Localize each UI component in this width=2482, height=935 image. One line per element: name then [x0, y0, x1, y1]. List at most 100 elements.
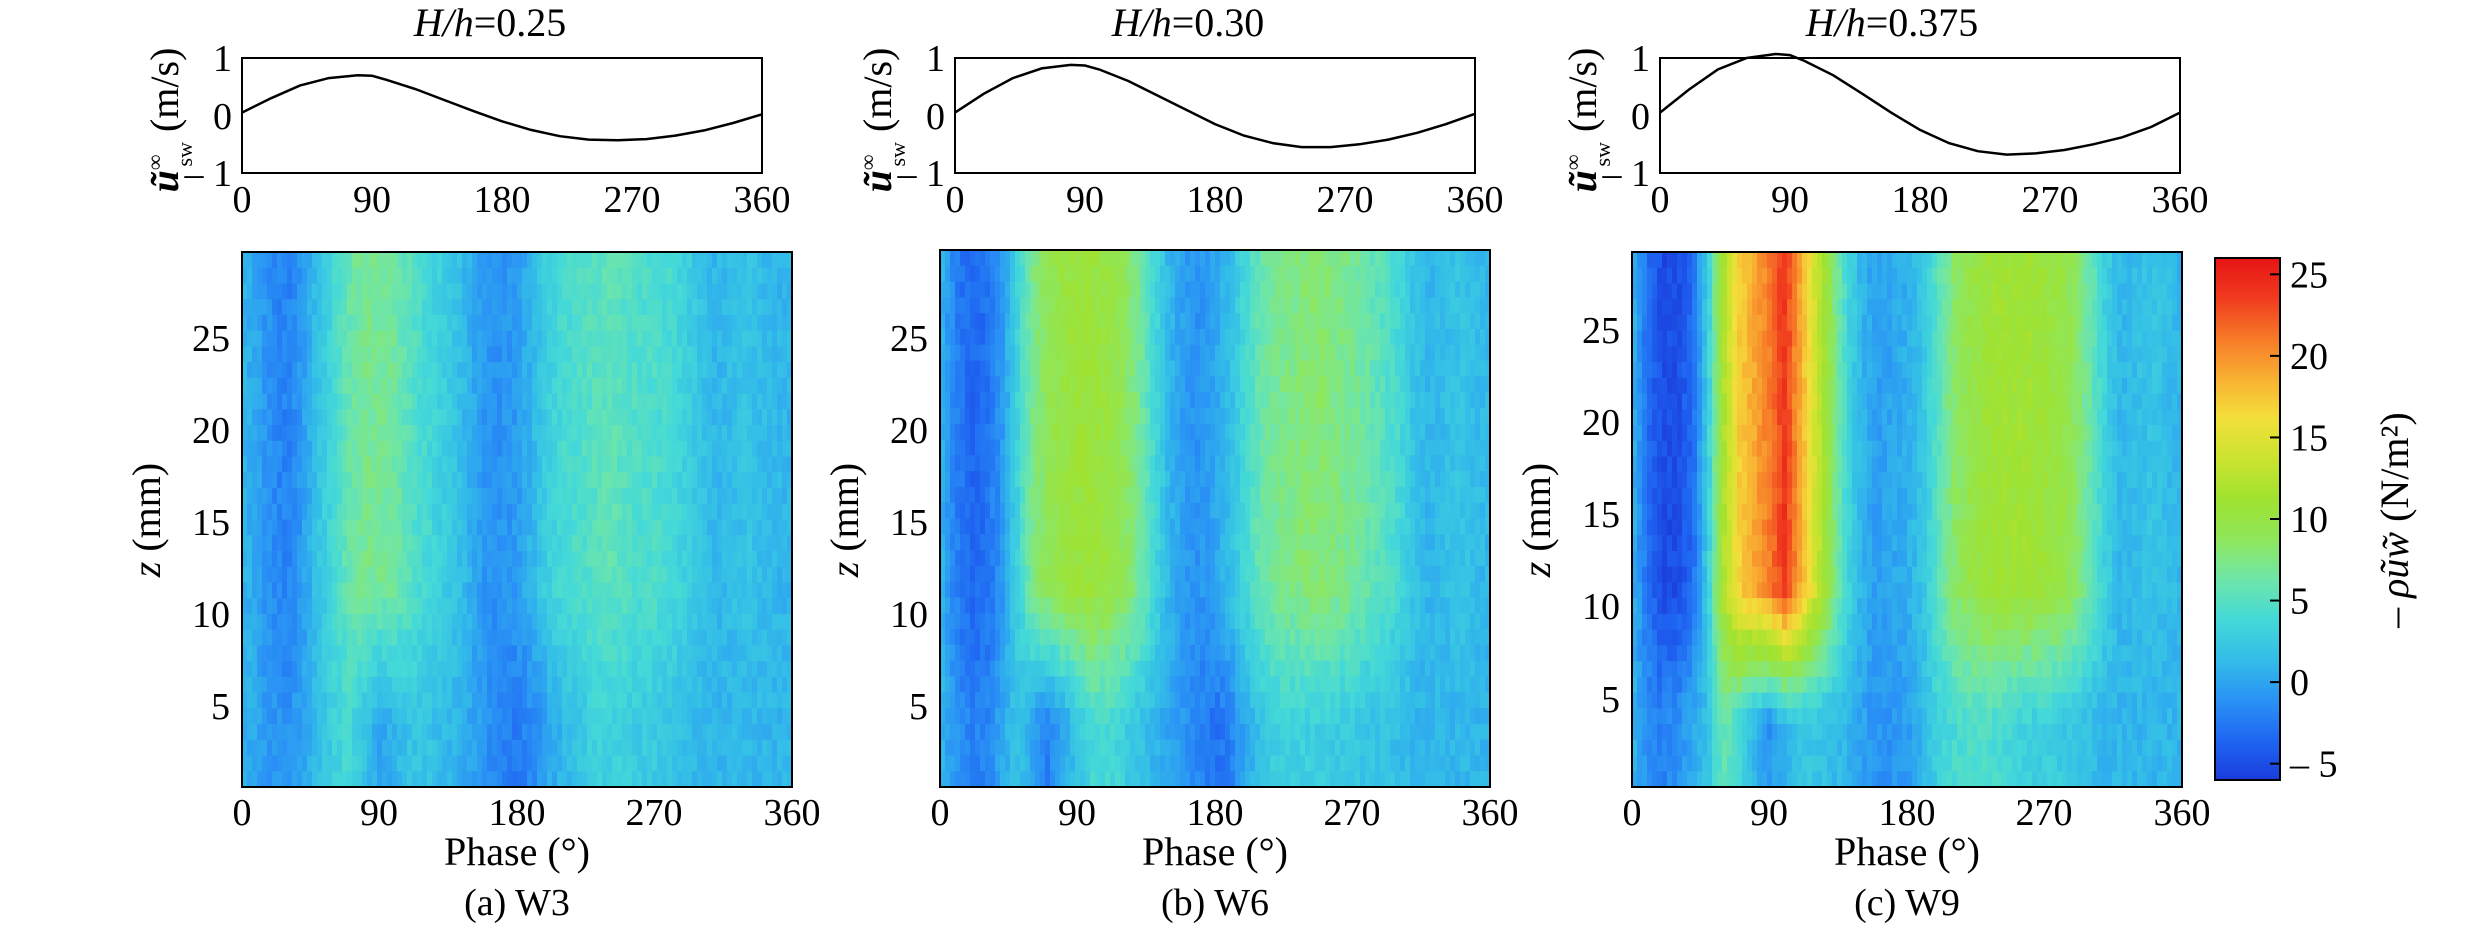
heatmap-cell: [1290, 281, 1296, 298]
heatmap-cell: [577, 582, 583, 599]
heatmap-cell: [692, 393, 698, 410]
heatmap-cell: [252, 645, 258, 662]
heatmap-cell: [657, 771, 663, 788]
heatmap-cell: [1250, 265, 1256, 283]
heatmap-cell: [1390, 281, 1396, 298]
heatmap-cell: [307, 299, 313, 316]
heatmap-cell: [702, 440, 708, 458]
heatmap-cell: [382, 629, 388, 646]
heatmap-cell: [767, 629, 773, 646]
heatmap-cell: [247, 267, 253, 285]
heatmap-cell: [687, 299, 693, 316]
heatmap-cell: [632, 661, 638, 678]
heatmap-cell: [1010, 360, 1016, 377]
heatmap-cell: [392, 582, 398, 599]
heatmap-cell: [1385, 250, 1391, 267]
title-var: H/h: [413, 0, 474, 45]
heatmap-cell: [597, 692, 603, 709]
heatmap-cell: [277, 771, 283, 788]
heatmap-cell: [482, 456, 488, 473]
heatmap-cell: [607, 346, 613, 363]
heatmap-cell: [1385, 376, 1391, 393]
heatmap-cell: [507, 393, 513, 410]
heatmap-cell: [1405, 250, 1411, 267]
heatmap-cell: [547, 645, 553, 662]
heatmap-cell: [422, 739, 428, 757]
heatmap-cell: [1445, 250, 1451, 267]
heatmap-cell: [722, 346, 728, 363]
heatmap-cell: [592, 472, 598, 489]
heatmap-cell: [457, 377, 463, 395]
heatmap-cell: [547, 692, 553, 709]
heatmap-cell: [362, 676, 368, 694]
heatmap-cell: [562, 724, 568, 741]
heatmap-cell: [1265, 250, 1271, 267]
heatmap-cell: [1230, 344, 1236, 362]
heatmap-cell: [357, 488, 363, 505]
heatmap-cell: [362, 409, 368, 426]
heatmap-cell: [287, 267, 293, 285]
heatmap-cell: [632, 582, 638, 599]
heatmap-cell: [707, 739, 713, 757]
heatmap-cell: [637, 771, 643, 788]
heatmap-cell: [262, 535, 268, 552]
heatmap-cell: [1480, 265, 1486, 283]
heatmap-cell: [457, 393, 463, 410]
heatmap-cell: [312, 739, 318, 757]
heatmap-cell: [432, 283, 438, 300]
heatmap-cell: [1215, 360, 1221, 377]
heatmap-cell: [727, 535, 733, 552]
heatmap-cell: [522, 692, 528, 709]
heatmap-cell: [522, 346, 528, 363]
heatmap-cell: [782, 676, 788, 694]
heatmap-cell: [642, 661, 648, 678]
heatmap-cell: [1135, 392, 1141, 409]
heatmap-cell: [1305, 281, 1311, 298]
heatmap-cell: [702, 661, 708, 678]
heatmap-cell: [557, 283, 563, 300]
heatmap-cell: [1180, 376, 1186, 393]
heatmap-cell: [642, 755, 648, 772]
heatmap-cell: [487, 598, 493, 615]
heatmap-cell: [502, 519, 508, 536]
heatmap-cell: [527, 566, 533, 584]
heatmap-cell: [597, 519, 603, 536]
heatmap-cell: [362, 519, 368, 536]
heatmap-cell: [422, 409, 428, 426]
heatmap-cell: [392, 393, 398, 410]
heatmap-cell: [557, 519, 563, 536]
heatmap-cell: [407, 535, 413, 552]
heatmap-cell: [242, 739, 248, 757]
heatmap-cell: [1050, 392, 1056, 409]
heatmap-cell: [392, 598, 398, 615]
heatmap-cell: [277, 519, 283, 536]
heatmap-cell: [1415, 297, 1421, 314]
heatmap-cell: [567, 724, 573, 741]
heatmap-cell: [287, 346, 293, 363]
heatmap-cell: [332, 440, 338, 458]
heatmap-cell: [532, 440, 538, 458]
heatmap-cell: [687, 582, 693, 599]
heatmap-cell: [692, 425, 698, 442]
heatmap-cell: [297, 299, 303, 316]
heatmap-cell: [772, 440, 778, 458]
heatmap-cell: [382, 346, 388, 363]
heatmap-cell: [1185, 344, 1191, 362]
heatmap-cell: [1465, 297, 1471, 314]
heatmap-cell: [742, 676, 748, 694]
heatmap-cell: [742, 755, 748, 772]
heatmap-cell: [437, 425, 443, 442]
heatmap-cell: [662, 724, 668, 741]
heatmap-cell: [592, 582, 598, 599]
heatmap-cell: [732, 456, 738, 473]
heatmap-cell: [1325, 328, 1331, 346]
heatmap-cell: [252, 582, 258, 599]
heatmap-cell: [782, 661, 788, 678]
heatmap-cell: [617, 535, 623, 552]
heatmap-cell: [497, 724, 503, 741]
heatmap-cell: [762, 566, 768, 584]
heatmap-cell: [1050, 376, 1056, 393]
heatmap-cell: [1465, 250, 1471, 267]
heatmap-cell: [482, 299, 488, 316]
heatmap-cell: [940, 407, 946, 425]
